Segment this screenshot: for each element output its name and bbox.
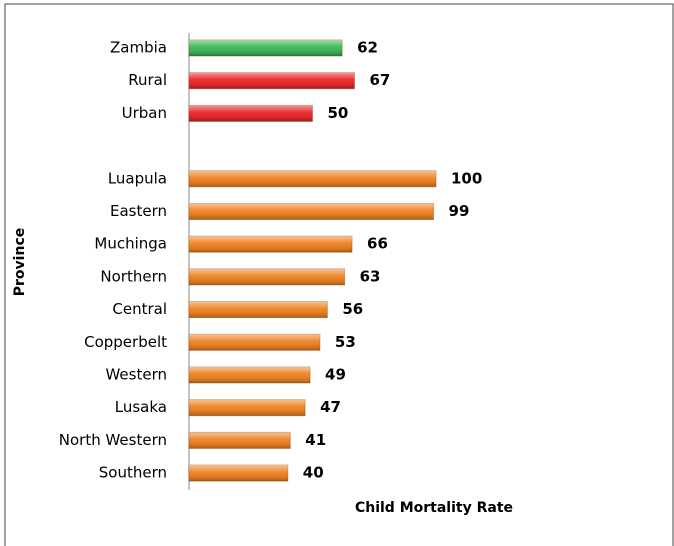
frame <box>4 3 674 546</box>
value-label: 67 <box>369 71 390 89</box>
bar-shine <box>189 334 320 351</box>
y-tick-label: Eastern <box>110 202 167 220</box>
y-tick-label: Copperbelt <box>84 333 167 351</box>
y-tick-label: Central <box>112 300 167 318</box>
value-label: 49 <box>325 366 346 384</box>
y-tick-label: Northern <box>100 267 167 285</box>
y-tick-label: Urban <box>122 104 167 122</box>
y-tick-label: Rural <box>128 71 167 89</box>
y-axis-title: Province <box>12 228 28 296</box>
value-label: 99 <box>449 202 470 220</box>
bar-shine <box>189 399 306 416</box>
x-axis-title: Child Mortality Rate <box>355 500 513 516</box>
value-label: 100 <box>451 169 482 187</box>
value-label: 50 <box>328 104 349 122</box>
bar-shine <box>189 203 434 220</box>
value-label: 56 <box>342 300 363 318</box>
bar-shine <box>189 105 313 122</box>
y-tick-label: Southern <box>99 464 167 482</box>
bar-shine <box>189 40 343 56</box>
y-tick-label: Western <box>105 366 167 384</box>
value-label: 47 <box>320 398 341 416</box>
bar-shine <box>189 465 288 482</box>
bar-shine <box>189 170 436 187</box>
value-label: 40 <box>303 464 324 482</box>
bar-shine <box>189 72 355 89</box>
bar-shine <box>189 432 291 449</box>
y-tick-label: Lusaka <box>115 398 167 416</box>
y-tick-label: Muchinga <box>94 235 167 253</box>
value-label: 41 <box>305 431 326 449</box>
y-tick-label: North Western <box>59 431 167 449</box>
y-tick-label: Luapula <box>108 169 167 187</box>
value-label: 66 <box>367 235 388 253</box>
bar-shine <box>189 268 345 285</box>
value-label: 63 <box>360 267 381 285</box>
y-tick-label: Zambia <box>110 39 167 57</box>
bar-shine <box>189 301 328 318</box>
value-label: 53 <box>335 333 356 351</box>
bar-shine <box>189 236 353 253</box>
bar-shine <box>189 367 311 383</box>
value-label: 62 <box>357 39 378 57</box>
